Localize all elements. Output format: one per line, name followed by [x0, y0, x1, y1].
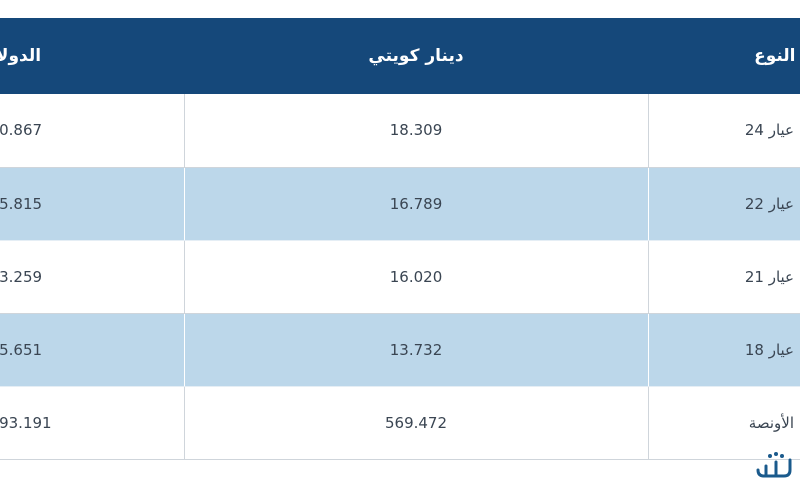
cell-type: عيار 21: [648, 240, 800, 314]
cell-type: عيار 18: [648, 313, 800, 387]
cell-kwd: 13.732: [184, 313, 649, 387]
table-body: 560.867 18.309 عيار 24 555.815 16.789 عي…: [0, 94, 800, 460]
cell-usd: 553.259: [0, 240, 185, 314]
brand-watermark-logo: [756, 452, 792, 478]
gold-price-table: الدولار دينار كويتي النوع 560.867 18.309…: [0, 18, 800, 460]
header-row: الدولار دينار كويتي النوع: [0, 18, 800, 94]
cell-type: عيار 24: [648, 94, 800, 168]
cell-kwd: 18.309: [184, 94, 649, 168]
cell-type: الأونصة: [648, 386, 800, 460]
header-usd: الدولار: [0, 18, 185, 94]
cell-usd: 555.815: [0, 167, 185, 241]
cell-usd: 545.651: [0, 313, 185, 387]
table-row: 545.651 13.732 عيار 18: [0, 313, 800, 387]
header-kwd: دينار كويتي: [184, 18, 649, 94]
header-type: النوع: [648, 18, 800, 94]
cell-type: عيار 22: [648, 167, 800, 241]
cell-kwd: 16.020: [184, 240, 649, 314]
table-row: 555.815 16.789 عيار 22: [0, 167, 800, 241]
cell-usd: 560.867: [0, 94, 185, 168]
table-row: 553.259 16.020 عيار 21: [0, 240, 800, 314]
cell-kwd: 569.472: [184, 386, 649, 460]
table-header: الدولار دينار كويتي النوع: [0, 18, 800, 94]
cell-kwd: 16.789: [184, 167, 649, 241]
table-row: 560.867 18.309 عيار 24: [0, 94, 800, 168]
